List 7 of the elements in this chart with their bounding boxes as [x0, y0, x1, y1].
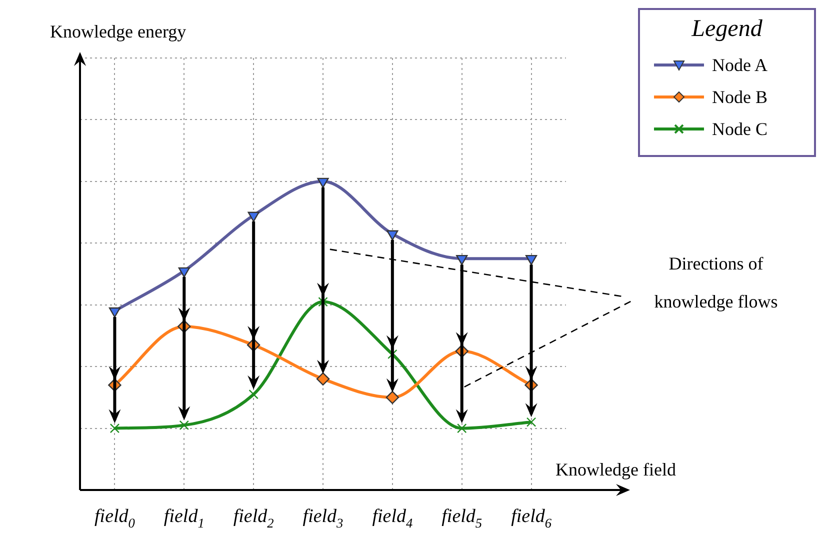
x-axis-title: Knowledge field	[556, 460, 676, 480]
legend-title: Legend	[690, 16, 764, 43]
text: Knowledge energy	[50, 22, 186, 42]
legend-label: Node B	[712, 86, 768, 108]
text: Directions of knowledge flows	[654, 253, 778, 312]
legend-label: Node A	[712, 54, 768, 76]
legend-label: Node C	[712, 118, 768, 140]
